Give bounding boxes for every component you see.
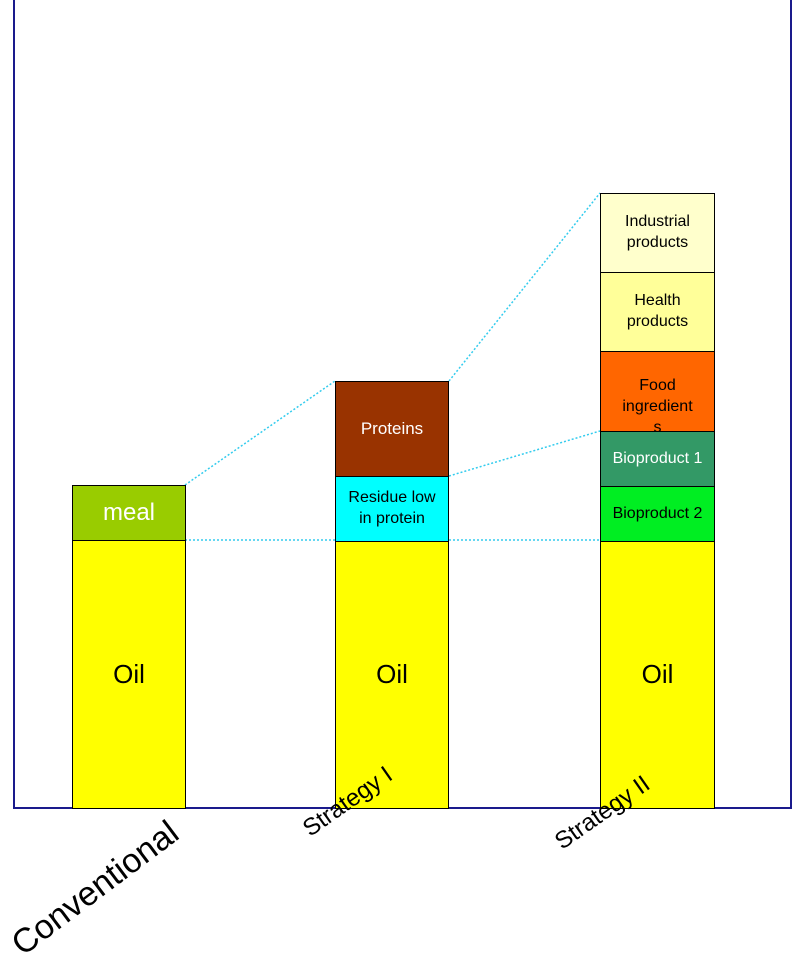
- strategy2-bioproduct2-label: Bioproduct 2: [612, 504, 703, 522]
- conventional-meal-label: meal: [102, 499, 156, 527]
- strategy2-food-ingredients-label: Food ingredient s: [622, 377, 693, 436]
- conventional-oil-label: Oil: [113, 658, 145, 689]
- strategy1-residue-label: Residue low in protein: [348, 489, 436, 527]
- strategy2-food-ingredients-segment: Food ingredient s: [600, 351, 715, 436]
- strategy2-bioproduct2-segment: Bioproduct 2: [600, 486, 715, 542]
- guide-proteins-top-to-industrial-top: [448, 192, 601, 382]
- strategy1-proteins-label: Proteins: [360, 418, 424, 438]
- strategy2-industrial-products-segment: Industrial products: [600, 193, 715, 273]
- guide-residue-top-to-bioproduct1-top: [448, 430, 601, 477]
- strategy2-health-products-label: Health products: [626, 292, 689, 330]
- strategy1-oil-segment: Oil: [335, 540, 449, 809]
- strategy2-oil-label: Oil: [641, 658, 674, 689]
- strategy1-proteins-segment: Proteins: [335, 381, 449, 477]
- conventional-meal-segment: meal: [72, 485, 186, 541]
- conventional-oil-segment: Oil: [72, 540, 186, 809]
- strategy1-oil-label: Oil: [376, 658, 408, 689]
- strategy2-oil-segment: Oil: [600, 540, 715, 809]
- strategy2-bioproduct1-segment: Bioproduct 1: [600, 431, 715, 487]
- guide-meal-to-proteins-top: [184, 380, 336, 486]
- strategy2-industrial-products-label: Industrial products: [625, 213, 690, 251]
- strategy2-health-products-segment: Health products: [600, 272, 715, 352]
- strategy1-residue-segment: Residue low in protein: [335, 476, 449, 542]
- strategy2-bioproduct1-label: Bioproduct 1: [612, 449, 703, 467]
